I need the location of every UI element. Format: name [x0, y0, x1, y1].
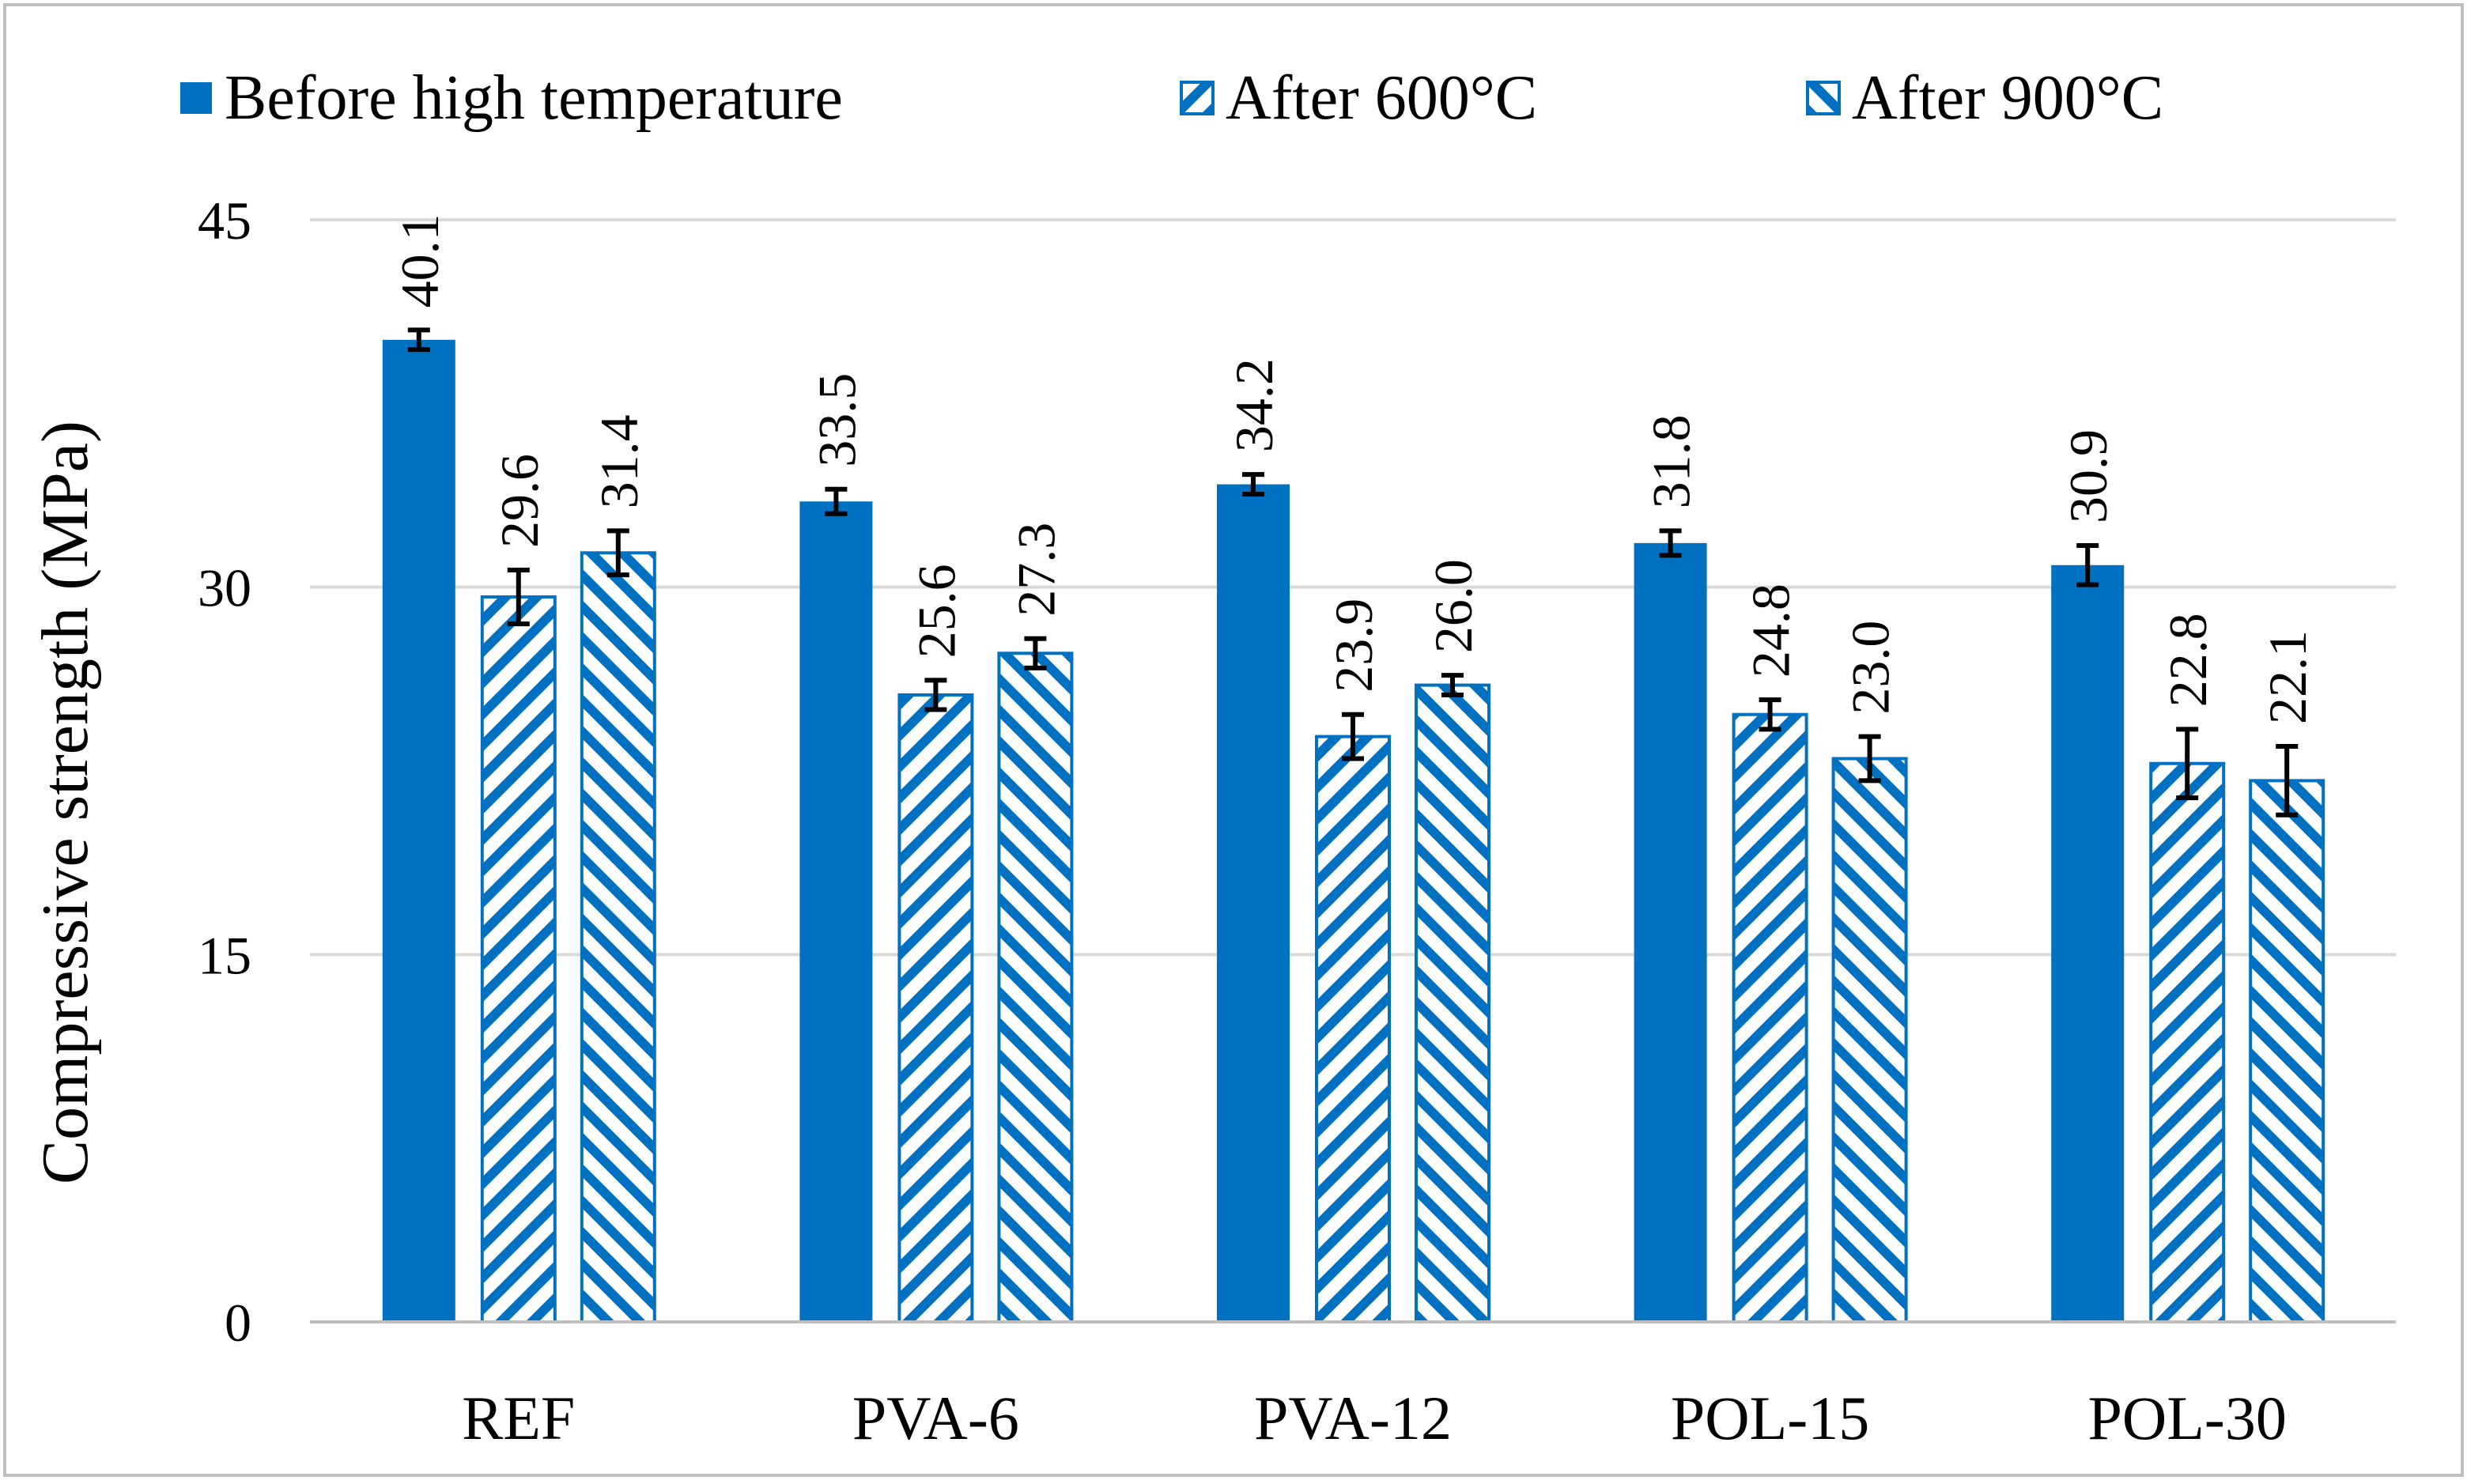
y-tick-label: 45 — [198, 191, 251, 251]
data-label: 29.6 — [489, 454, 550, 548]
data-label: 24.8 — [1741, 583, 1801, 678]
legend-label: After 600°C — [1226, 63, 1537, 133]
data-label: 33.5 — [807, 373, 867, 467]
error-bar — [2276, 744, 2299, 818]
data-label: 31.4 — [589, 414, 649, 508]
error-bar — [1242, 472, 1264, 497]
error-bar — [507, 567, 530, 627]
error-bar — [1659, 528, 1682, 558]
y-axis-title: Compressive strength (MPa) — [28, 421, 102, 1184]
data-label: 25.6 — [906, 564, 966, 658]
y-tick-label: 30 — [198, 558, 251, 618]
x-category-label: POL-15 — [1671, 1384, 1869, 1452]
bar-pol-15-0 — [1634, 542, 1707, 1322]
bar-pol-15-2 — [1831, 757, 1908, 1324]
error-bar — [1342, 712, 1364, 761]
bar-pol-30-2 — [2249, 779, 2325, 1324]
bar-ref-0 — [382, 339, 455, 1322]
error-bar — [606, 528, 629, 578]
bars — [382, 327, 2325, 1324]
bar-pva-6-1 — [897, 693, 974, 1324]
legend-label: Before high temperature — [225, 63, 843, 133]
error-bar — [407, 327, 430, 353]
error-bar — [2076, 543, 2099, 587]
data-label: 40.1 — [390, 213, 450, 308]
bar-pva-6-0 — [799, 501, 873, 1323]
x-category-label: PVA-12 — [1254, 1384, 1452, 1452]
legend-swatch — [1180, 81, 1215, 115]
data-label: 23.9 — [1324, 599, 1384, 693]
legend: Before high temperature After 600°C After … — [180, 63, 2163, 133]
data-label: 22.1 — [2257, 630, 2318, 724]
bar-pol-15-1 — [1732, 712, 1808, 1324]
bar-pol-30-1 — [2149, 761, 2226, 1324]
data-label: 30.9 — [2058, 429, 2118, 523]
error-bar — [2176, 727, 2199, 801]
x-category-label: REF — [462, 1384, 575, 1452]
bar-pva-12-1 — [1315, 734, 1391, 1324]
error-bar — [1858, 734, 1881, 784]
error-bar — [825, 486, 848, 516]
error-bar — [1441, 673, 1464, 697]
data-label: 26.0 — [1423, 559, 1483, 653]
legend-item: After 600°C — [1180, 63, 1537, 133]
bar-ref-1 — [480, 595, 557, 1324]
x-category-label: POL-30 — [2088, 1384, 2287, 1452]
data-labels: 40.1 29.6 31.4 33.5 25.6 27.3 34.2 23.9 26.0 31.8… — [390, 213, 2318, 724]
bar-pva-12-0 — [1217, 484, 1290, 1322]
data-label: 34.2 — [1224, 358, 1284, 452]
legend-swatch — [1806, 81, 1841, 115]
data-label: 23.0 — [1841, 621, 1901, 715]
error-bar — [924, 678, 947, 712]
error-bar — [1024, 636, 1047, 670]
bar-pva-12-2 — [1415, 683, 1490, 1324]
data-label: 27.3 — [1006, 523, 1066, 617]
y-tick-label: 15 — [198, 925, 251, 985]
axes: 0 15 30 45 REF PVA-6 PVA-12 POL-15 POL-30 Compres… — [28, 191, 2396, 1452]
error-bar — [1759, 697, 1781, 732]
data-label: 31.8 — [1642, 414, 1702, 508]
bar-ref-2 — [580, 551, 656, 1324]
y-tick-label: 0 — [225, 1293, 251, 1353]
legend-item: Before high temperature — [180, 63, 843, 133]
legend-label: After 900°C — [1852, 63, 2163, 133]
x-category-label: PVA-6 — [852, 1384, 1019, 1452]
bar-pva-6-2 — [997, 651, 1074, 1324]
legend-swatch — [180, 82, 212, 114]
legend-item: After 900°C — [1806, 63, 2163, 133]
bar-pol-30-0 — [2051, 565, 2125, 1322]
data-label: 22.8 — [2158, 613, 2218, 707]
